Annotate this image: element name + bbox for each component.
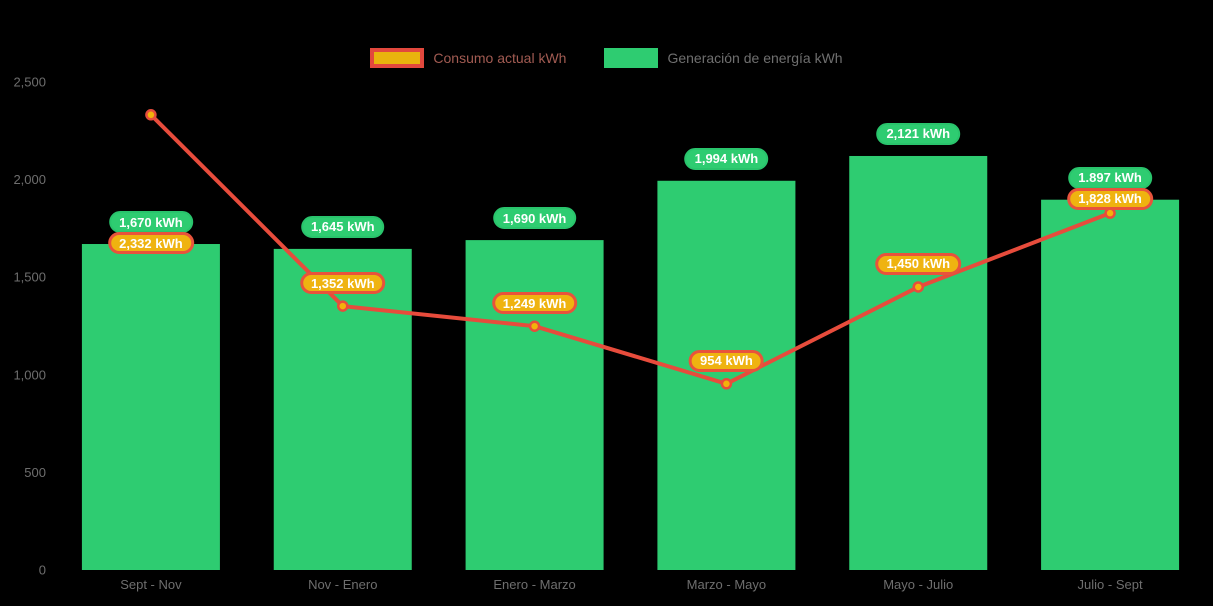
x-tick-label-1: Nov - Enero — [308, 577, 377, 592]
legend-label-generacion: Generación de energía kWh — [667, 50, 843, 66]
bar-value-label-0: 1,670 kWh — [109, 211, 193, 234]
legend-item-generacion[interactable]: Generación de energía kWh — [604, 48, 843, 68]
point-value-label-1: 1,352 kWh — [299, 272, 386, 295]
consumption-point-4[interactable] — [912, 281, 924, 293]
consumption-point-1[interactable] — [337, 300, 349, 312]
y-tick-label-0: 0 — [39, 563, 46, 578]
x-tick-label-3: Marzo - Mayo — [687, 577, 766, 592]
generation-bar-0[interactable] — [81, 244, 220, 571]
x-tick-label-0: Sept - Nov — [120, 577, 182, 592]
consumption-point-5[interactable] — [1104, 207, 1116, 219]
point-value-label-5: 1,828 kWh — [1067, 187, 1153, 210]
x-tick-label-2: Enero - Marzo — [493, 577, 575, 592]
bar-value-label-5: 1.897 kWh — [1068, 166, 1152, 189]
point-value-label-2: 1,249 kWh — [491, 292, 578, 315]
consumption-point-2[interactable] — [528, 320, 541, 332]
consumption-point-0[interactable] — [145, 109, 157, 121]
y-tick-label-1: 500 — [24, 465, 46, 480]
y-tick-label-3: 1,500 — [13, 270, 46, 285]
legend-item-consumo[interactable]: Consumo actual kWh — [370, 48, 566, 68]
y-tick-label-5: 2,500 — [13, 75, 46, 90]
consumo-swatch-icon — [370, 48, 425, 68]
generation-bar-2[interactable] — [465, 240, 604, 570]
generation-bar-4[interactable] — [849, 155, 988, 570]
point-value-label-4: 1,450 kWh — [875, 252, 962, 275]
point-value-label-3: 954 kWh — [689, 349, 764, 372]
x-tick-label-4: Mayo - Julio — [883, 577, 953, 592]
y-tick-label-4: 2,000 — [13, 172, 46, 187]
generation-bar-5[interactable] — [1041, 199, 1180, 570]
generation-bar-3[interactable] — [657, 180, 796, 571]
y-tick-label-2: 1,000 — [13, 367, 46, 382]
consumption-point-3[interactable] — [720, 378, 733, 390]
generacion-swatch-icon — [604, 48, 659, 68]
point-value-label-0: 2,332 kWh — [108, 232, 194, 255]
legend-label-consumo: Consumo actual kWh — [433, 50, 567, 66]
bar-value-label-1: 1,645 kWh — [300, 215, 385, 238]
bar-value-label-3: 1,994 kWh — [684, 147, 769, 170]
x-tick-label-5: Julio - Sept — [1078, 577, 1143, 592]
generation-bar-1[interactable] — [273, 248, 412, 570]
bar-value-label-2: 1,690 kWh — [492, 207, 577, 230]
bar-value-label-4: 2,121 kWh — [876, 122, 961, 145]
legend: Consumo actual kWh Generación de energía… — [0, 48, 1213, 68]
